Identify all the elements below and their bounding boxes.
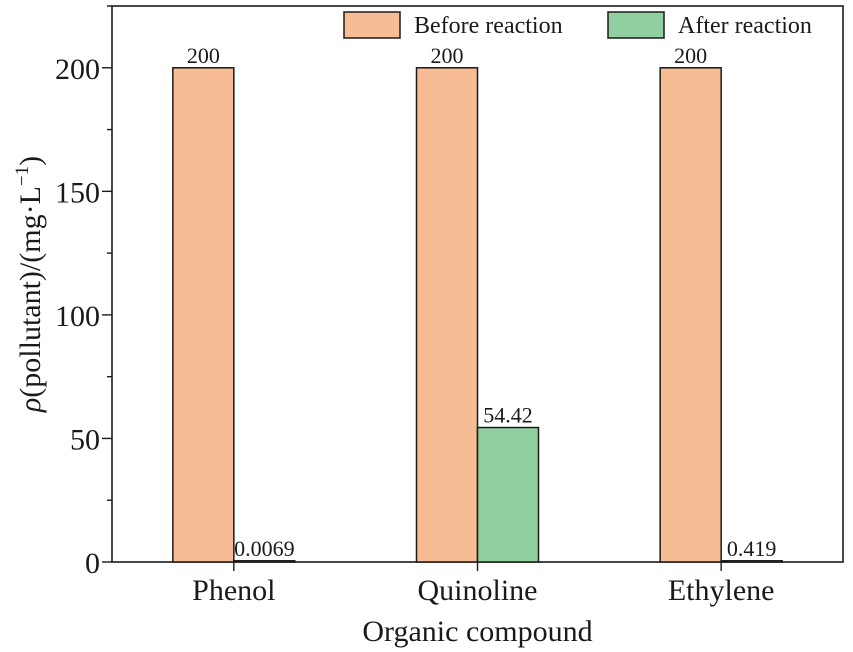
data-label: 0.419 [727,536,777,561]
data-label: 0.0069 [234,536,295,561]
y-axis-title-text: (pollutant)/(mg·L [14,186,47,398]
x-axis-title: Organic compound [362,615,592,648]
y-tick-label: 150 [55,176,100,209]
y-tick-label: 100 [55,300,100,333]
data-label: 54.42 [483,403,533,428]
y-tick-label: 0 [85,547,100,580]
bar-before-quinoline [415,67,479,563]
legend-label-after: After reaction [678,13,812,39]
data-label: 200 [674,43,707,68]
y-tick-label: 50 [70,423,100,456]
y-axis-title-close: ) [14,156,47,166]
bar-before-phenol [172,67,235,563]
bar-after-ethylene [720,560,783,563]
legend-label-before: Before reaction [414,13,563,39]
x-tick-label: Quinoline [418,574,538,607]
x-tick-label: Phenol [192,574,275,607]
legend-swatch-after [607,11,665,39]
data-label: 200 [431,43,464,68]
data-label: 200 [187,43,220,68]
x-tick-label: Ethylene [668,574,775,607]
y-axis-title-superscript: −1 [12,166,33,186]
y-tick-label: 200 [55,53,100,86]
legend-swatch-before [343,11,401,39]
y-axis-title-symbol: ρ [14,398,47,413]
bar-after-quinoline [476,426,540,563]
y-axis-title: ρ(pollutant)/(mg·L−1) [12,156,47,413]
bar-before-ethylene [659,67,722,563]
bar-after-phenol [233,560,296,563]
